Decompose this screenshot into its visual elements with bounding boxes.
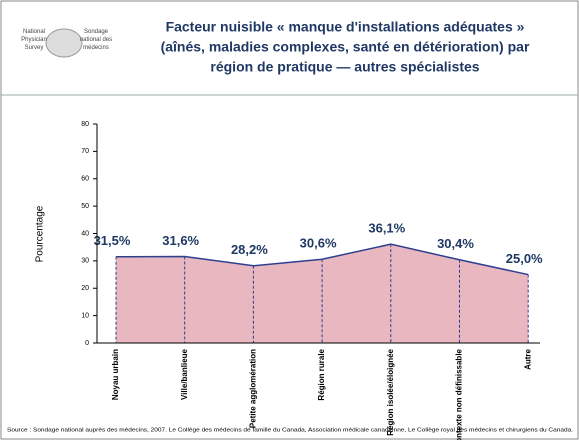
logo-right: Sondage national des médecins <box>79 29 113 51</box>
logo-left: National Physician Survey <box>21 29 47 51</box>
source: Source : Sondage national auprès des méd… <box>7 427 573 433</box>
y-tick-label: 10 <box>81 312 89 319</box>
chart-title: Facteur nuisible « manque d'installation… <box>166 19 525 35</box>
x-tick-label: Région isolée/éloignée <box>386 348 395 435</box>
logo-left-text: National Physician Survey <box>21 29 47 51</box>
x-tick-label: Petite agglomération <box>249 349 258 428</box>
y-tick-label: 50 <box>81 203 89 210</box>
chart-title: région de pratique — autres spécialistes <box>210 59 479 75</box>
y-tick-label: 70 <box>81 148 89 155</box>
x-tick-label: Autre <box>523 348 532 369</box>
data-label: 25,0% <box>506 251 543 266</box>
data-label: 30,6% <box>300 236 337 251</box>
area <box>116 244 529 343</box>
y-axis-label: Pourcentage <box>35 205 46 262</box>
logo-right-text: Sondage national des médecins <box>79 29 113 51</box>
y-tick-label: 60 <box>81 176 89 183</box>
x-tick-label: Région rurale <box>317 348 326 400</box>
data-label: 36,1% <box>368 221 405 236</box>
x-tick-label: Ville/banlieue <box>180 348 189 400</box>
x-tick-label: Noyau urbain <box>111 349 120 400</box>
y-tick-label: 40 <box>81 230 89 237</box>
data-label: 31,5% <box>94 233 131 248</box>
data-label: 31,6% <box>162 233 199 248</box>
y-tick-label: 20 <box>81 285 89 292</box>
data-label: 30,4% <box>437 236 474 251</box>
chart-title: (aînés, maladies complexes, santé en dét… <box>161 39 530 55</box>
y-tick-label: 0 <box>85 340 89 347</box>
data-label: 28,2% <box>231 242 268 257</box>
y-tick-label: 80 <box>81 121 89 128</box>
logo: National Physician Survey Sondage nation… <box>21 28 113 58</box>
y-tick-label: 30 <box>81 258 89 265</box>
x-tick-label: Contexte non définissable <box>455 348 464 440</box>
